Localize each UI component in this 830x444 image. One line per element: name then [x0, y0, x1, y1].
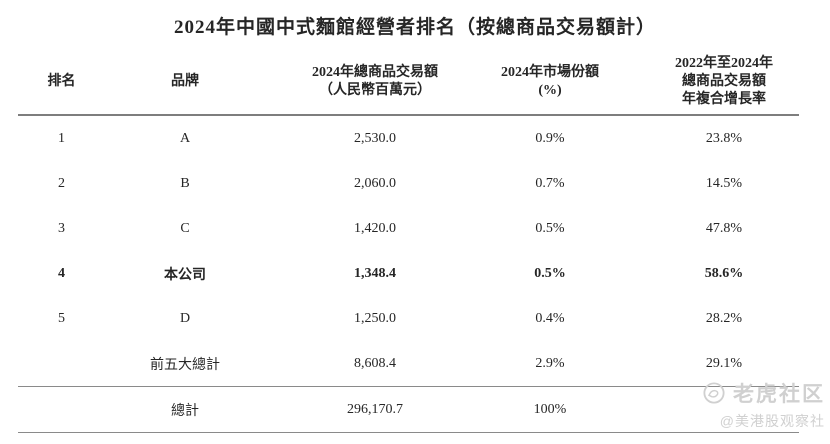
brand-cell: 本公司 — [164, 267, 206, 283]
brand-cell: D — [179, 310, 191, 326]
header-share: 2024年市場份額 (%) — [485, 64, 615, 100]
brand-cell: 總計 — [171, 403, 199, 419]
header-share-line2: (%) — [538, 83, 562, 98]
brand-cell: A — [179, 130, 191, 146]
gmv-cell: 2,060.0 — [354, 175, 396, 191]
cagr-cell: 58.6% — [704, 265, 744, 281]
brand-cell: C — [180, 220, 190, 236]
brand-cell: B — [180, 175, 190, 191]
header-rank: 排名 — [47, 74, 76, 89]
header-gmv: 2024年總商品交易額 （人民幣百萬元） — [265, 64, 485, 100]
page-title: 2024年中國中式麵館經營者排名（按總商品交易額計） — [173, 16, 656, 38]
share-cell: 0.9% — [535, 130, 565, 146]
rank-cell: 2 — [58, 175, 65, 191]
brand-cell: 前五大總計 — [150, 357, 220, 373]
header-brand: 品牌 — [171, 74, 199, 89]
tiger-logo-icon — [703, 382, 725, 404]
cagr-cell: 29.1% — [705, 355, 743, 371]
rank-cell: 4 — [58, 265, 65, 281]
header-cagr-line3: 年複合增長率 — [682, 92, 766, 107]
watermark: 老虎社区 @美港股观察社 — [703, 378, 825, 431]
cagr-cell: 47.8% — [705, 220, 743, 236]
header-gmv-line1: 2024年總商品交易額 — [312, 65, 438, 80]
header-cagr-line2: 總商品交易額 — [682, 74, 766, 89]
table-row: 5 D 1,250.0 0.4% 28.2% — [18, 296, 799, 341]
gmv-cell: 8,608.4 — [354, 355, 396, 371]
header-cagr: 2022年至2024年 總商品交易額 年複合增長率 — [615, 55, 799, 109]
cagr-cell: 23.8% — [705, 130, 743, 146]
ranking-table: 排名 品牌 2024年總商品交易額 （人民幣百萬元） 2024年市場份額 (%)… — [18, 50, 799, 433]
share-cell: 2.9% — [535, 355, 565, 371]
watermark-community: 老虎社区 — [703, 378, 825, 408]
table-row-company: 4 本公司 1,348.4 0.5% 58.6% — [18, 251, 799, 296]
rank-cell: 1 — [58, 130, 65, 146]
table-header-row: 排名 品牌 2024年總商品交易額 （人民幣百萬元） 2024年市場份額 (%)… — [18, 50, 799, 116]
watermark-community-text: 老虎社区 — [733, 383, 825, 406]
rank-cell: 5 — [58, 310, 65, 326]
watermark-handle: @美港股观察社 — [719, 413, 825, 429]
header-cagr-line1: 2022年至2024年 — [675, 56, 773, 71]
share-cell: 100% — [533, 401, 567, 417]
cagr-cell: 28.2% — [705, 310, 743, 326]
cagr-cell: 14.5% — [705, 175, 743, 191]
header-gmv-line2: （人民幣百萬元） — [319, 83, 431, 98]
table-row: 2 B 2,060.0 0.7% 14.5% — [18, 161, 799, 206]
table-row: 3 C 1,420.0 0.5% 47.8% — [18, 206, 799, 251]
table-row-top5-subtotal: 前五大總計 8,608.4 2.9% 29.1% — [18, 341, 799, 386]
gmv-cell: 1,348.4 — [354, 265, 396, 281]
gmv-cell: 1,250.0 — [354, 310, 396, 326]
gmv-cell: 296,170.7 — [347, 401, 403, 417]
header-share-line1: 2024年市場份額 — [501, 65, 599, 80]
share-cell: 0.5% — [534, 265, 566, 281]
share-cell: 0.4% — [535, 310, 565, 326]
gmv-cell: 1,420.0 — [354, 220, 396, 236]
share-cell: 0.7% — [535, 175, 565, 191]
table-row: 1 A 2,530.0 0.9% 23.8% — [18, 116, 799, 161]
share-cell: 0.5% — [535, 220, 565, 236]
rank-cell: 3 — [58, 220, 65, 236]
gmv-cell: 2,530.0 — [354, 130, 396, 146]
table-row-total: 總計 296,170.7 100% — [18, 386, 799, 433]
